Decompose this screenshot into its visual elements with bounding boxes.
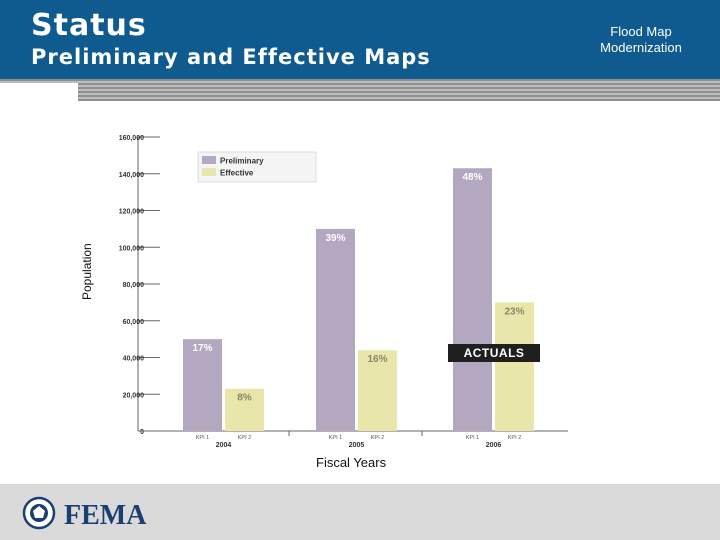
legend-label: Effective [220,169,254,178]
actuals-annotation: ACTUALS [448,344,540,362]
bar-label: 39% [325,233,345,244]
y-tick-label: 160,000 [119,135,144,142]
y-tick-label: 0 [140,429,144,436]
y-tick-label: 60,000 [123,319,145,326]
fema-logo-text: FEMA [64,500,147,530]
bar-preliminary-2004 [183,339,222,431]
y-tick-label: 120,000 [119,209,144,216]
header-stripe [0,79,720,101]
bar-label: 8% [237,393,252,404]
bar-label: 48% [462,172,482,183]
x-subcategory-label: KPI 2 [371,435,384,441]
stripe-gap [0,83,78,101]
page-subtitle: Preliminary and Effective Maps [31,45,431,69]
bar-effective-2006 [495,302,534,431]
header-bar: Status Preliminary and Effective Maps Fl… [0,0,720,79]
footer-bar [0,484,720,540]
bar-preliminary-2006 [453,168,492,432]
x-year-label: 2006 [486,442,502,449]
page-title: Status [31,8,147,43]
bar-label: 16% [367,354,387,365]
x-year-label: 2004 [216,442,232,449]
population-bar-chart: 0 20,000 40,000 60,000 80,000 100,000 120,000 1… [119,135,568,449]
y-tick-label: 40,000 [123,356,145,363]
x-year-label: 2005 [349,442,365,449]
y-tick-label: 80,000 [123,282,145,289]
bar-effective-2005 [358,350,397,431]
bar-label: 23% [504,306,524,317]
bar-label: 17% [192,343,212,354]
program-label: Flood Map Modernization [600,24,682,55]
legend-swatch-effective [202,168,216,176]
x-subcategory-label: KPI 1 [329,435,342,441]
x-subcategory-label: KPI 2 [508,435,521,441]
legend-label: Preliminary [220,157,264,166]
legend-box [197,151,317,183]
y-tick-label: 140,000 [119,172,144,179]
y-tick-label: 100,000 [119,245,144,252]
x-subcategory-label: KPI 1 [466,435,479,441]
x-subcategory-label: KPI 1 [196,435,209,441]
x-axis-label: Fiscal Years [316,455,387,470]
legend-swatch-preliminary [202,156,216,164]
bar-preliminary-2005 [316,228,355,431]
x-subcategory-label: KPI 2 [238,435,251,441]
y-tick-label: 20,000 [123,392,145,399]
bar-effective-2004 [225,388,264,431]
fema-logo: FEMA [22,496,147,530]
